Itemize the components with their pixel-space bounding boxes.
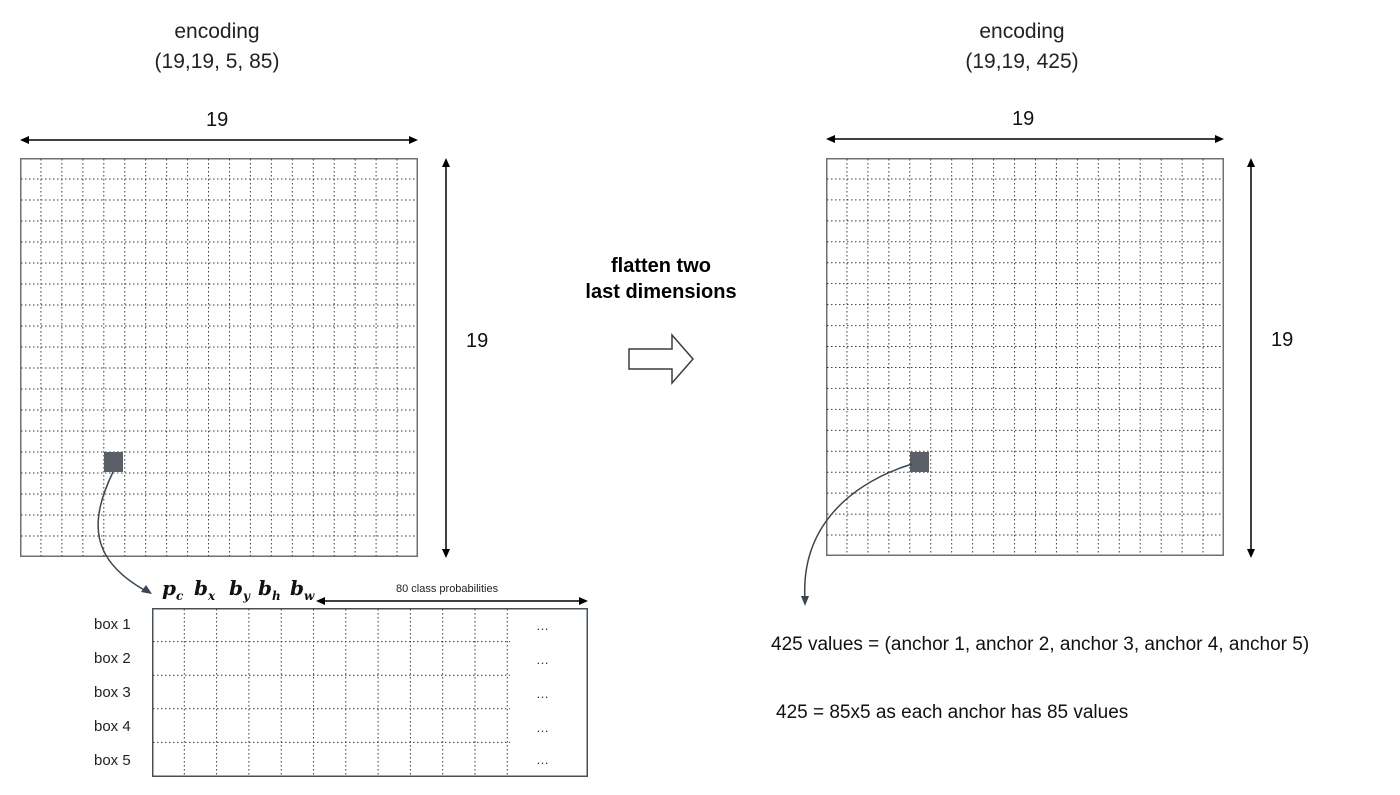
anchor-values-note: 425 values = (anchor 1, anchor 2, anchor… bbox=[771, 634, 1309, 656]
anchor-count-note: 425 = 85x5 as each anchor has 85 values bbox=[776, 702, 1128, 724]
